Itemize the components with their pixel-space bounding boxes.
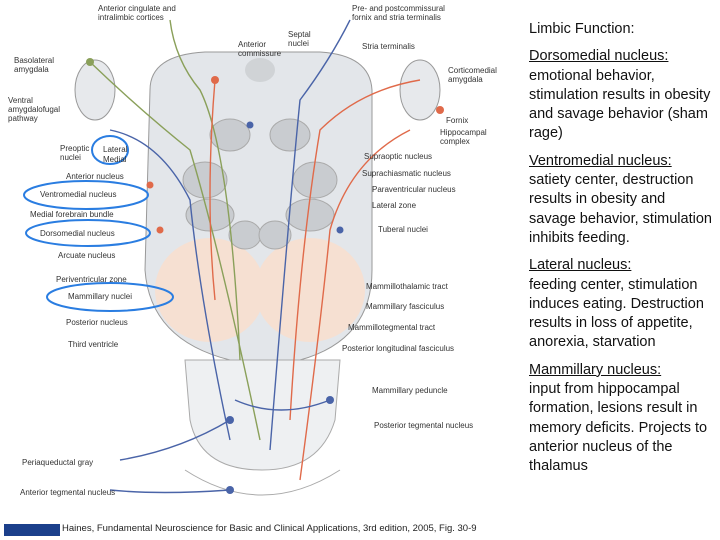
notes-title: Limbic Function: — [529, 21, 635, 37]
amygdala — [399, 59, 441, 121]
diagram-label: Suprachiasmatic nucleus — [362, 169, 451, 178]
diagram-label: Posterior tegmental nucleus — [374, 421, 474, 430]
diagram-label: Stria terminalis — [362, 42, 415, 51]
brainstem-outline — [184, 359, 341, 471]
note-text: emotional behavior, stimulation results … — [529, 67, 711, 142]
diagram-label: Anterior tegmental nucleus — [20, 488, 116, 497]
mammillary-region — [155, 238, 265, 342]
diagram-label: Anterior cingulate and intralimbic corti… — [98, 4, 176, 22]
pathways — [89, 19, 421, 494]
diagram-label: Supraoptic nucleus — [364, 152, 433, 161]
logo — [4, 524, 60, 536]
diagram-label: Mammillary nuclei — [68, 292, 133, 301]
citation: Haines, Fundamental Neuroscience for Bas… — [62, 523, 477, 534]
notes-panel: Limbic Function: Dorsomedial nucleus: emo… — [529, 20, 715, 477]
diagram-label: Dorsomedial nucleus — [40, 229, 115, 238]
diagram-label: Mammillary fasciculus — [366, 302, 445, 311]
diagram-label: Anterior commissure — [238, 40, 282, 58]
amygdala — [74, 59, 116, 121]
brainstem-base — [184, 469, 341, 496]
diagram-label: Basolateral amygdala — [14, 56, 55, 74]
diagram-label: Periaqueductal gray — [22, 458, 94, 467]
diagram-label: Ventral amygdalofugal pathway — [8, 96, 61, 123]
septal-nuclei — [245, 58, 275, 82]
note-term: Lateral nucleus: — [529, 257, 632, 274]
diagram-label: Fornix — [446, 116, 469, 125]
diagram-label: Ventromedial nucleus — [40, 190, 117, 199]
diagram-label: Paraventricular nucleus — [372, 185, 456, 194]
diagram-label: Medial forebrain bundle — [30, 210, 114, 219]
pathway-dots — [86, 58, 444, 494]
note-text: input from hippocampal formation, lesion… — [529, 381, 708, 475]
diagram-label: Mammillothalamic tract — [366, 282, 448, 291]
diagram-label: Corticomedial amygdala — [448, 66, 497, 84]
hypothalamus-diagram — [23, 19, 444, 496]
diagram-label: Mammillary peduncle — [372, 386, 448, 395]
note-term: Ventromedial nucleus: — [529, 152, 672, 169]
diagram-label: Third ventricle — [68, 340, 119, 349]
diagram-label: Periventricular zone — [56, 275, 127, 284]
note-section: Ventromedial nucleus: satiety center, des… — [529, 152, 715, 248]
diagram-label: Preoptic nuclei — [60, 144, 90, 162]
note-section: Mammillary nucleus: input from hippocampa… — [529, 361, 715, 477]
note-term: Mammillary nucleus: — [529, 361, 662, 378]
diagram-label: Lateral zone — [372, 201, 417, 210]
diagram-label: Lateral — [103, 145, 128, 154]
diagram-label: Tuberal nuclei — [378, 225, 428, 234]
diagram-label: Pre- and postcommissural fornix and stri… — [352, 4, 445, 22]
diagram-label: Hippocampal complex — [440, 128, 487, 146]
note-text: feeding center, stimulation induces eati… — [529, 276, 704, 351]
diagram-label: Septal nuclei — [288, 30, 311, 48]
note-section: Dorsomedial nucleus: emotional behavior, … — [529, 47, 715, 143]
diagram-label: Arcuate nucleus — [58, 251, 116, 260]
diagram-label: Posterior nucleus — [66, 318, 128, 327]
note-text: satiety center, destruction results in o… — [529, 172, 712, 246]
diagram-label: Posterior longitudinal fasciculus — [342, 344, 455, 353]
nuclei — [182, 118, 338, 250]
diagram-label: Anterior nucleus — [66, 172, 124, 181]
highlight-ellipses — [23, 135, 174, 312]
diagram-label: Medial — [103, 155, 127, 164]
diagram-label: Mammillotegmental tract — [348, 323, 436, 332]
note-term: Dorsomedial nucleus: — [529, 48, 669, 65]
mammillary-region — [255, 238, 365, 342]
note-section: Lateral nucleus: feeding center, stimulat… — [529, 256, 715, 352]
